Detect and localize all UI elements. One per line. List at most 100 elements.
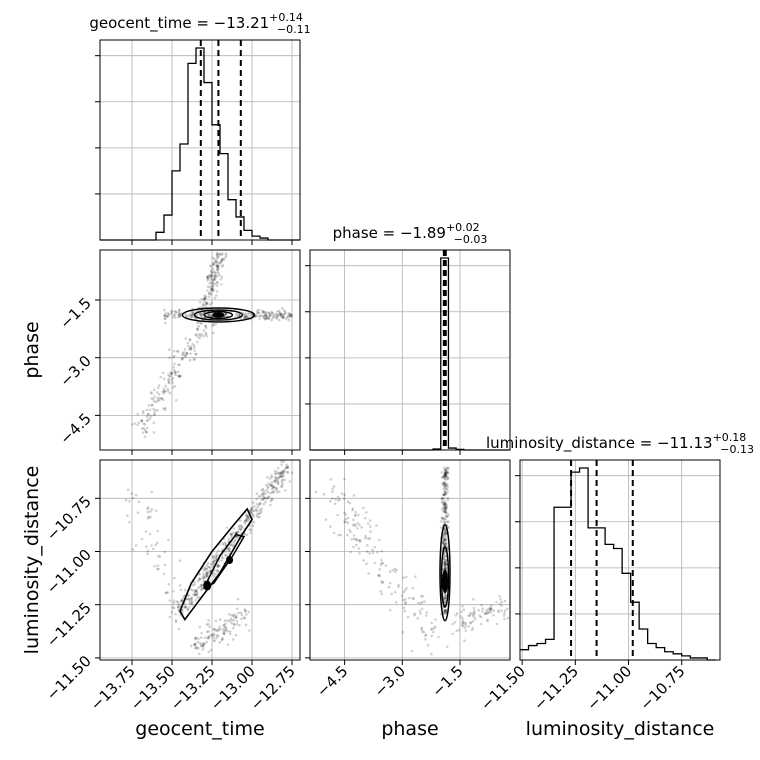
scatter-luminosity_distance-vs-phase-core-point-287 xyxy=(443,567,447,571)
scatter-luminosity_distance-vs-geocent_time-tailB-point-19 xyxy=(201,648,205,651)
scatter-luminosity_distance-vs-geocent_time-ridge-point-217 xyxy=(183,606,186,610)
scatter-luminosity_distance-vs-phase-arcL-point-89 xyxy=(328,500,332,503)
scatter-luminosity_distance-vs-phase-core-point-246 xyxy=(444,566,447,570)
scatter-luminosity_distance-vs-geocent_time-tailA-point-25 xyxy=(166,591,170,594)
scatter-phase-vs-geocent_time-wingL-point-163 xyxy=(157,386,160,390)
scatter-luminosity_distance-vs-phase-core-point-177 xyxy=(443,592,447,596)
scatter-luminosity_distance-vs-geocent_time-ridge-point-106 xyxy=(187,597,190,601)
scatter-phase-vs-geocent_time-wingL-point-138 xyxy=(144,430,148,434)
scatter-luminosity_distance-vs-phase-arcL-point-2 xyxy=(334,497,337,501)
scatter-luminosity_distance-vs-geocent_time-ridge-point-114 xyxy=(274,476,278,480)
scatter-phase-vs-geocent_time-wingL-point-150 xyxy=(146,413,150,416)
scatter-phase-vs-geocent_time-wingR-point-27 xyxy=(212,277,216,281)
scatter-luminosity_distance-vs-geocent_time-tailA-point-32 xyxy=(178,584,182,587)
scatter-luminosity_distance-vs-geocent_time-ridge-point-45 xyxy=(251,524,255,528)
scatter-luminosity_distance-vs-phase-core-point-61 xyxy=(444,468,447,472)
scatter-phase-vs-geocent_time-wingL-point-77 xyxy=(167,380,171,384)
scatter-luminosity_distance-vs-phase-core-point-230 xyxy=(445,541,448,544)
scatter-phase-vs-geocent_time-band-point-31 xyxy=(264,313,267,317)
scatter-luminosity_distance-vs-geocent_time-tailB-point-117 xyxy=(226,619,229,623)
scatter-luminosity_distance-vs-geocent_time-tailB-point-97 xyxy=(205,630,209,634)
scatter-luminosity_distance-vs-geocent_time-tailA-point-58 xyxy=(184,605,187,609)
scatter-luminosity_distance-vs-geocent_time-tailB-point-46 xyxy=(220,638,224,642)
scatter-luminosity_distance-vs-phase-arcR-point-82 xyxy=(489,609,492,612)
scatter-luminosity_distance-vs-phase-core-point-21 xyxy=(443,477,447,481)
scatter-luminosity_distance-vs-geocent_time-tailA-point-9 xyxy=(147,506,150,510)
scatter-luminosity_distance-vs-geocent_time-ridge-point-359 xyxy=(174,612,177,616)
scatter-phase-vs-geocent_time-band-point-214 xyxy=(281,315,284,319)
scatter-phase-vs-geocent_time-band-point-236 xyxy=(197,312,201,316)
scatter-luminosity_distance-vs-phase-arcL-point-5 xyxy=(380,592,383,596)
scatter-luminosity_distance-vs-phase-core-point-138 xyxy=(442,557,446,561)
scatter-luminosity_distance-vs-geocent_time-ridge-point-59 xyxy=(195,594,199,597)
scatter-luminosity_distance-vs-geocent_time-ridge-point-211 xyxy=(270,487,274,491)
scatter-phase-vs-geocent_time-wingR-point-136 xyxy=(214,271,218,275)
scatter-luminosity_distance-vs-geocent_time-ridge-point-397 xyxy=(239,524,243,527)
scatter-luminosity_distance-vs-phase-arcL-point-12 xyxy=(368,525,372,528)
scatter-luminosity_distance-vs-phase-core-point-149 xyxy=(444,474,448,477)
scatter-phase-vs-geocent_time-wingL-point-194 xyxy=(153,388,156,392)
scatter-phase-vs-geocent_time-wingL-point-30 xyxy=(171,381,175,385)
scatter-luminosity_distance-vs-phase-arcL-point-161 xyxy=(346,516,350,520)
scatter-phase-vs-geocent_time-wingL-point-97 xyxy=(170,371,174,375)
scatter-luminosity_distance-vs-geocent_time-ridge-point-175 xyxy=(176,600,180,604)
scatter-phase-vs-geocent_time-wingL-point-117 xyxy=(186,341,190,345)
scatter-luminosity_distance-vs-geocent_time-ridge-point-38 xyxy=(195,592,199,596)
scatter-luminosity_distance-vs-phase-arcR-point-85 xyxy=(461,604,464,608)
scatter-luminosity_distance-vs-phase-core-point-98 xyxy=(443,473,447,476)
scatter-phase-vs-geocent_time-wingL-point-25 xyxy=(198,336,201,340)
scatter-luminosity_distance-vs-phase-core-point-266 xyxy=(443,491,447,494)
scatter-luminosity_distance-vs-geocent_time-ridge-point-57 xyxy=(256,512,260,516)
scatter-luminosity_distance-vs-phase-arcL-point-47 xyxy=(420,601,424,604)
scatter-phase-vs-geocent_time-wingR-point-64 xyxy=(210,286,213,290)
scatter-phase-vs-geocent_time-band-point-134 xyxy=(170,310,174,313)
scatter-phase-vs-geocent_time-wingR-point-31 xyxy=(215,274,219,278)
scatter-phase-vs-geocent_time-band-point-161 xyxy=(257,311,261,314)
scatter-luminosity_distance-vs-phase-core-point-132 xyxy=(444,487,448,491)
scatter-luminosity_distance-vs-phase-core-point-112 xyxy=(441,496,444,500)
scatter-phase-vs-geocent_time-wingR-point-131 xyxy=(203,297,206,301)
scatter-luminosity_distance-vs-geocent_time-ridge-point-140 xyxy=(204,571,208,574)
scatter-luminosity_distance-vs-phase-arcL-point-132 xyxy=(397,585,400,588)
scatter-luminosity_distance-vs-geocent_time-ridge-point-311 xyxy=(212,572,215,576)
scatter-phase-vs-geocent_time-band-point-81 xyxy=(284,311,288,315)
scatter-phase-vs-geocent_time-wingR-point-58 xyxy=(200,297,204,301)
scatter-luminosity_distance-vs-phase-arcL-point-146 xyxy=(380,561,384,565)
scatter-luminosity_distance-vs-geocent_time-ridge-point-155 xyxy=(221,542,225,545)
scatter-luminosity_distance-vs-geocent_time-ridge-point-148 xyxy=(262,502,266,506)
scatter-phase-vs-geocent_time-wingR-point-108 xyxy=(213,296,217,300)
scatter-luminosity_distance-vs-phase-arcL-point-150 xyxy=(406,615,410,619)
scatter-phase-vs-geocent_time-band-point-193 xyxy=(268,314,272,317)
scatter-phase-vs-geocent_time-wingR-point-139 xyxy=(205,301,209,305)
scatter-luminosity_distance-vs-phase-core-point-271 xyxy=(444,555,448,558)
scatter-phase-vs-geocent_time-wingL-point-170 xyxy=(178,374,181,378)
scatter-luminosity_distance-vs-phase-arcR-point-46 xyxy=(485,612,489,615)
scatter-phase-vs-geocent_time-wingL-point-11 xyxy=(161,407,165,410)
scatter-luminosity_distance-vs-phase-core-point-227 xyxy=(445,492,448,495)
scatter-luminosity_distance-vs-phase-core-point-284 xyxy=(444,511,448,515)
scatter-luminosity_distance-vs-geocent_time-tailB-point-7 xyxy=(217,628,221,631)
scatter-luminosity_distance-vs-phase-arcR-point-59 xyxy=(451,622,454,626)
scatter-luminosity_distance-vs-phase-xtick-label-0: −4.5 xyxy=(313,662,351,700)
scatter-phase-vs-geocent_time-wingL-point-90 xyxy=(199,322,203,325)
scatter-luminosity_distance-vs-geocent_time-ridge-point-146 xyxy=(199,585,202,589)
scatter-luminosity_distance-vs-geocent_time-tailB-point-35 xyxy=(223,626,227,629)
scatter-phase-vs-geocent_time-band-point-0 xyxy=(246,316,250,319)
scatter-luminosity_distance-vs-phase-core-point-212 xyxy=(445,478,448,481)
scatter-luminosity_distance-vs-phase-arcR-point-44 xyxy=(454,614,458,617)
scatter-luminosity_distance-vs-geocent_time-ridge-point-118 xyxy=(266,490,270,494)
scatter-luminosity_distance-vs-phase-arcL-point-24 xyxy=(349,550,352,554)
scatter-luminosity_distance-vs-geocent_time-tailB-point-109 xyxy=(205,623,209,626)
scatter-luminosity_distance-vs-geocent_time-ridge-point-228 xyxy=(269,484,273,487)
scatter-luminosity_distance-vs-phase-arcR-point-1 xyxy=(469,621,472,624)
scatter-luminosity_distance-vs-phase-core-point-154 xyxy=(444,608,448,612)
scatter-phase-vs-geocent_time-wingR-point-12 xyxy=(213,277,217,280)
scatter-phase-vs-geocent_time-band-point-128 xyxy=(190,313,194,316)
scatter-luminosity_distance-vs-geocent_time-ridge-point-339 xyxy=(273,479,277,483)
scatter-luminosity_distance-vs-geocent_time-ridge-point-332 xyxy=(270,498,274,502)
scatter-luminosity_distance-vs-phase-core-point-311 xyxy=(439,526,443,529)
scatter-phase-vs-geocent_time-band-point-112 xyxy=(177,309,181,312)
scatter-luminosity_distance-vs-phase-core-point-141 xyxy=(444,502,448,505)
scatter-luminosity_distance-vs-phase-arcR-point-57 xyxy=(461,620,465,624)
scatter-luminosity_distance-vs-phase-core-point-181 xyxy=(444,510,448,514)
